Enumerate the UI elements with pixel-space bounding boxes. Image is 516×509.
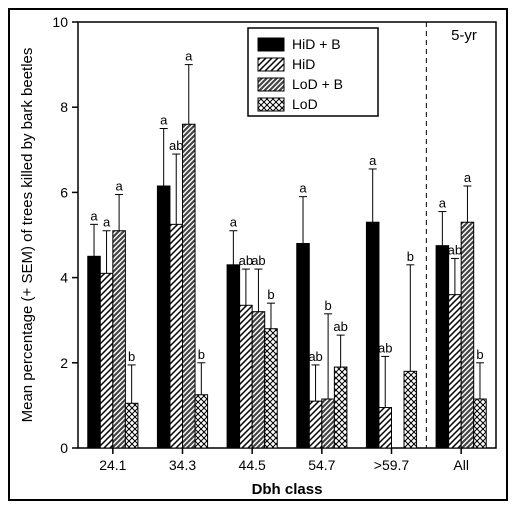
chart-border [8,8,508,501]
chart-frame: 0246810Mean percentage (+ SEM) of trees … [0,0,516,509]
